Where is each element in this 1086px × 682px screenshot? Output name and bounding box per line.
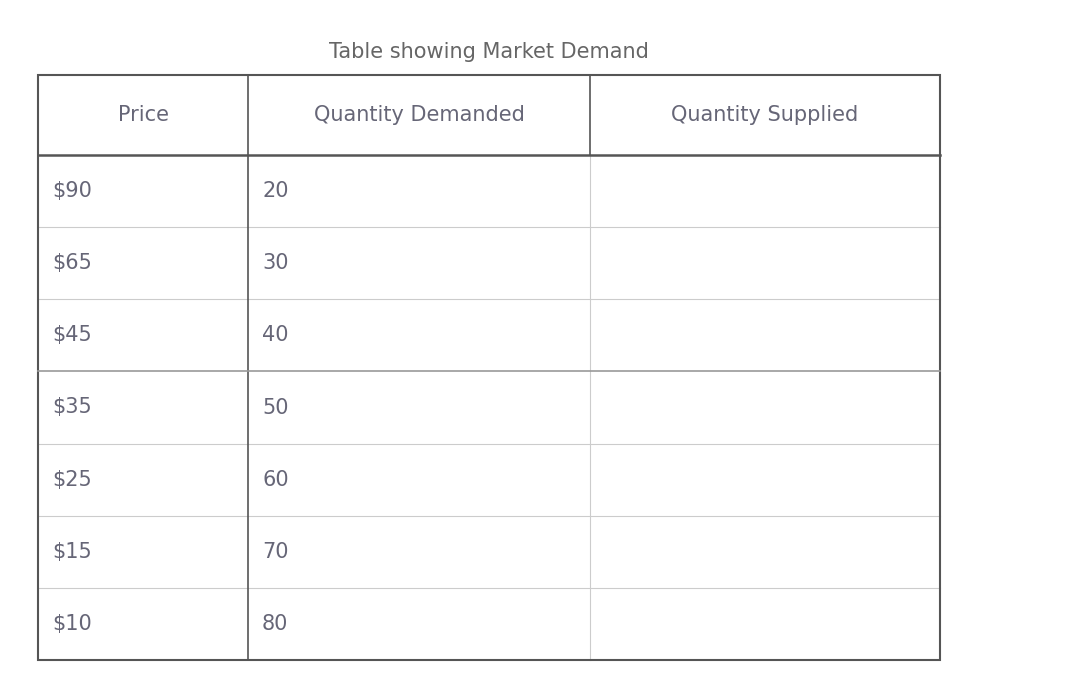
Text: 70: 70 <box>262 542 289 562</box>
Text: 40: 40 <box>262 325 289 345</box>
Text: $10: $10 <box>52 614 91 634</box>
Text: $25: $25 <box>52 470 91 490</box>
Bar <box>38 75 940 660</box>
Text: Table showing Market Demand: Table showing Market Demand <box>329 42 649 62</box>
Text: 50: 50 <box>262 398 289 417</box>
Text: $90: $90 <box>52 181 92 201</box>
Text: $35: $35 <box>52 398 91 417</box>
Text: $45: $45 <box>52 325 91 345</box>
Text: 30: 30 <box>262 253 289 273</box>
Text: Price: Price <box>117 105 168 125</box>
Text: $65: $65 <box>52 253 92 273</box>
Text: 80: 80 <box>262 614 289 634</box>
Text: Quantity Supplied: Quantity Supplied <box>671 105 859 125</box>
Text: Quantity Demanded: Quantity Demanded <box>314 105 525 125</box>
Text: $15: $15 <box>52 542 91 562</box>
Text: 20: 20 <box>262 181 289 201</box>
Text: 60: 60 <box>262 470 289 490</box>
